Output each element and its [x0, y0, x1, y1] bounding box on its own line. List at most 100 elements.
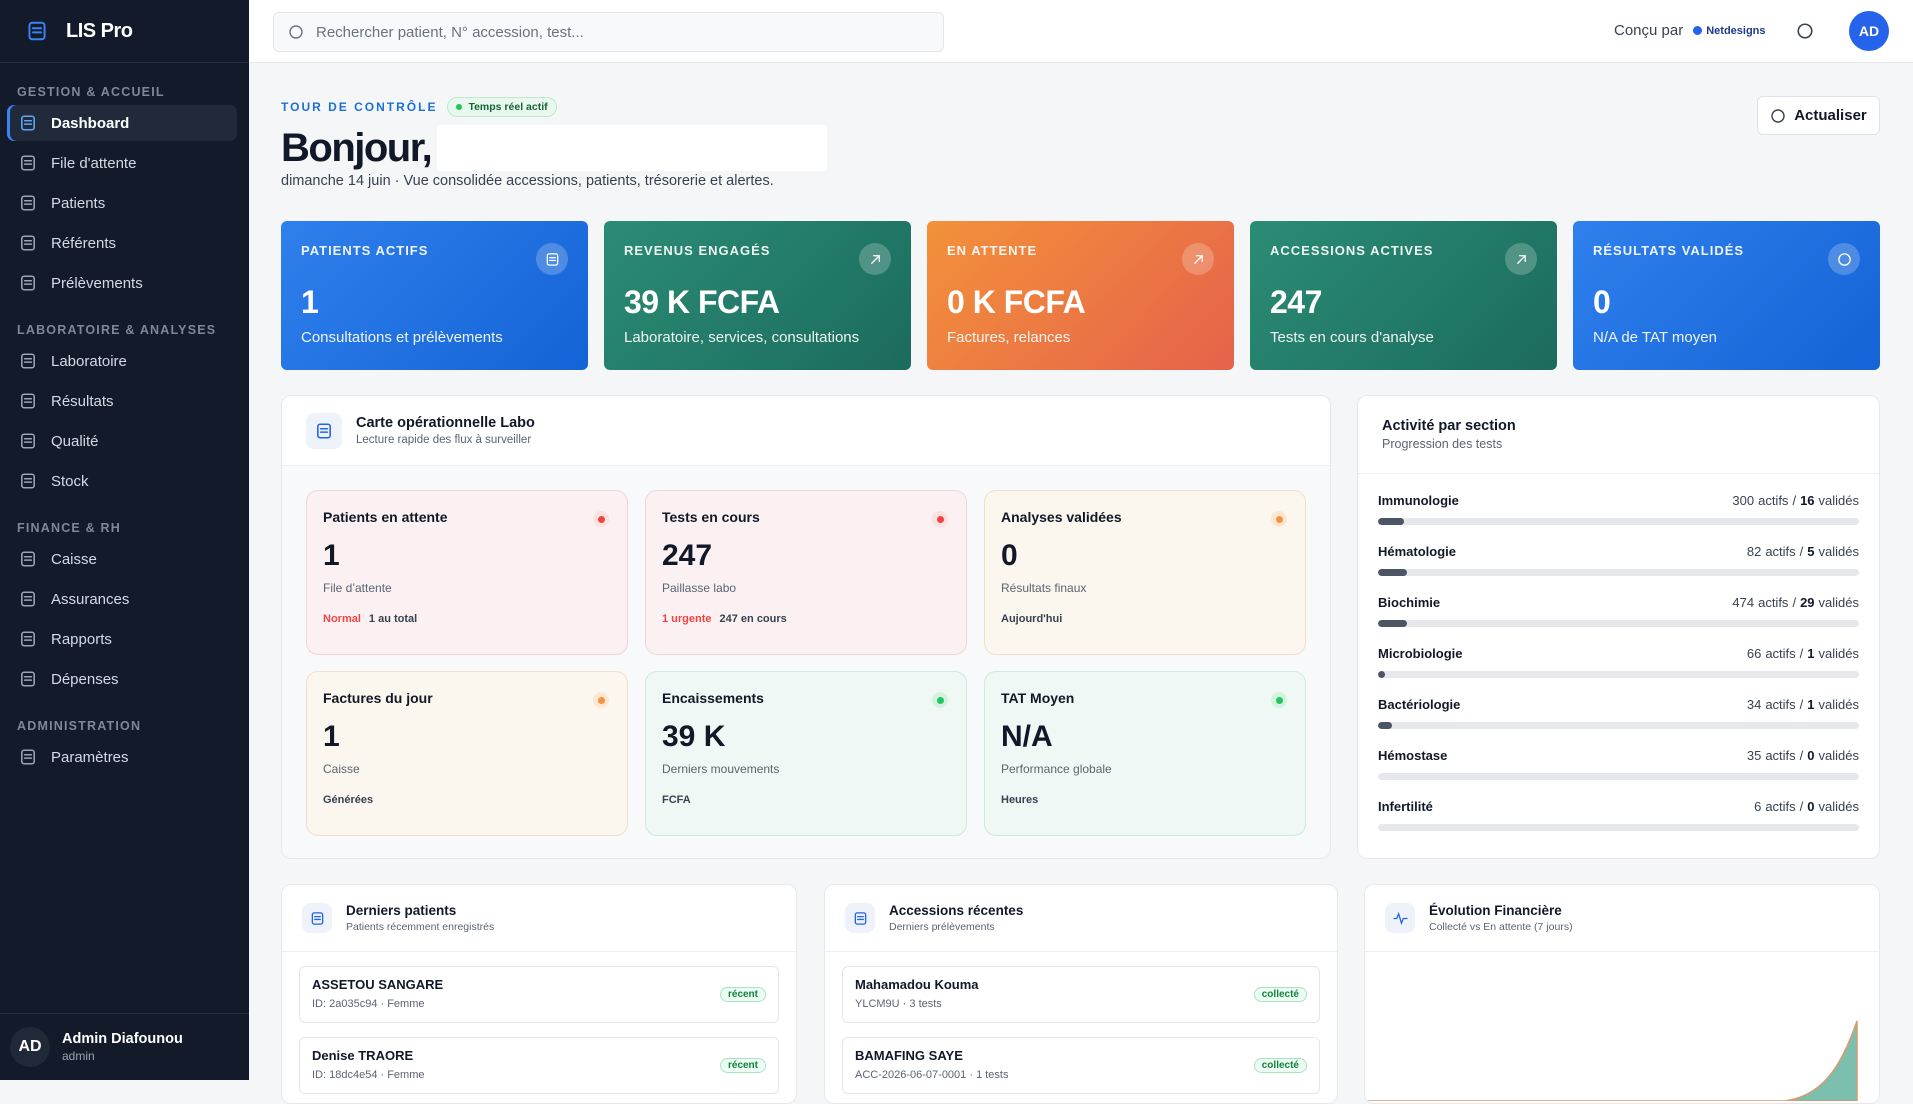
- list-subtitle: Derniers prélèvements: [889, 921, 995, 933]
- nav-item[interactable]: Stock: [7, 463, 237, 499]
- refresh-button[interactable]: Actualiser: [1757, 96, 1880, 135]
- progress-fill: [1378, 569, 1408, 576]
- list-title: Derniers patients: [346, 903, 457, 918]
- icon-shape: [23, 595, 33, 601]
- kpi-caption: Factures, relances: [947, 329, 1071, 346]
- progress-track: [1378, 671, 1859, 678]
- valid-label: validés: [1818, 748, 1859, 763]
- ops-card-caption: Derniers mouvements: [662, 762, 780, 776]
- section-valid: 1: [1807, 697, 1815, 712]
- trend-area: [1365, 1020, 1858, 1101]
- user-info: Admin Diafounou admin: [62, 1031, 183, 1063]
- ops-panel: Carte opérationnelle Labo Lecture rapide …: [281, 395, 1331, 859]
- ops-card-value: 247: [662, 539, 713, 572]
- header: TOUR DE CONTRÔLE Temps réel actif Bonjour,…: [281, 97, 828, 189]
- icon-shape: [21, 473, 35, 489]
- kpi-label: RÉSULTATS VALIDÉS: [1593, 243, 1745, 258]
- icon: [21, 671, 35, 687]
- kpi-label: EN ATTENTE: [947, 243, 1038, 258]
- icon-shape: [319, 427, 329, 433]
- progress-track: [1378, 620, 1859, 627]
- nav-item[interactable]: Laboratoire: [7, 343, 237, 379]
- valid-label: validés: [1818, 697, 1859, 712]
- active-label: actifs: [1758, 493, 1789, 508]
- section-active: 82: [1746, 544, 1762, 559]
- list-item[interactable]: BAMAFING SAYE ACC-2026-06-07-0001 · 1 tes…: [842, 1037, 1320, 1094]
- ops-subtitle: Lecture rapide des flux à surveiller: [356, 434, 532, 446]
- list-icon: [845, 903, 875, 933]
- nav-label: File d'attente: [51, 154, 137, 172]
- ops-card-footer: Normal 1 au total: [323, 613, 611, 625]
- kpi-caption: N/A de TAT moyen: [1593, 329, 1717, 346]
- topbar: Rechercher patient, N° accession, test..…: [249, 0, 1913, 63]
- nav-label: Dashboard: [51, 114, 130, 132]
- valid-label: validés: [1818, 544, 1859, 559]
- ops-card-caption: File d’attente: [323, 581, 392, 595]
- nav-item[interactable]: Caisse: [7, 541, 237, 577]
- search[interactable]: Rechercher patient, N° accession, test..…: [273, 12, 944, 52]
- credit-brand: Netdesigns: [1693, 25, 1766, 37]
- valid-label: validés: [1818, 595, 1859, 610]
- nav-item[interactable]: File d'attente: [7, 145, 237, 181]
- ops-card-value: 1: [323, 539, 340, 572]
- activity-panel: Activité par section Progression des test…: [1357, 395, 1880, 859]
- nav-heading: LABORATOIRE & ANALYSES: [17, 323, 217, 337]
- list-item[interactable]: Denise TRAORE ID: 18dc4e54 · Femme récent: [299, 1037, 779, 1094]
- ops-card-title: Tests en cours: [662, 509, 760, 525]
- nav-item[interactable]: Résultats: [7, 383, 237, 419]
- ops-card-caption: Caisse: [323, 762, 360, 776]
- section-counts: 82 actifs/5 validés: [1747, 544, 1859, 559]
- refresh-label: Actualiser: [1794, 107, 1867, 124]
- nav-item[interactable]: Patients: [7, 185, 237, 221]
- nav-item[interactable]: Référents: [7, 225, 237, 261]
- nav-item[interactable]: Assurances: [7, 581, 237, 617]
- section-row-head: Hématologie 82 actifs/5 validés: [1378, 544, 1859, 559]
- icon-shape: [23, 753, 33, 759]
- separator: /: [1799, 697, 1804, 712]
- nav-item[interactable]: Dashboard: [7, 105, 237, 141]
- icon-shape: [548, 256, 556, 261]
- icon-shape: [23, 199, 33, 205]
- avatar[interactable]: AD: [1849, 11, 1889, 51]
- list-item[interactable]: Mahamadou Kouma YLCM9U · 3 tests collecté: [842, 966, 1320, 1023]
- user[interactable]: AD Admin Diafounou admin: [0, 1013, 249, 1080]
- nav-label: Assurances: [51, 590, 130, 608]
- nav-label: Rapports: [51, 630, 112, 648]
- bell[interactable]: [1796, 22, 1814, 45]
- status-dot: [1271, 692, 1287, 708]
- section-row: Hématologie 82 actifs/5 validés: [1378, 544, 1859, 576]
- progress-track: [1378, 773, 1859, 780]
- section-valid: 0: [1807, 799, 1815, 814]
- status-dot: [1271, 511, 1287, 527]
- nav-label: Patients: [51, 194, 106, 212]
- list-panel: Derniers patients Patients récemment enre…: [281, 884, 797, 1104]
- nav-item[interactable]: Paramètres: [7, 739, 237, 775]
- icon-shape: [23, 119, 33, 125]
- section-valid: 1: [1807, 646, 1815, 661]
- ops-icon: [306, 412, 342, 449]
- list-item[interactable]: ASSETOU SANGARE ID: 2a035c94 · Femme récen…: [299, 966, 779, 1023]
- ops-card-note: Aujourd'hui: [1001, 613, 1063, 625]
- separator: /: [1792, 493, 1797, 508]
- nav-item[interactable]: Dépenses: [7, 661, 237, 697]
- ops-card-value: 1: [323, 720, 340, 753]
- ops-card: Factures du jour 1 Caisse Générées: [306, 671, 628, 836]
- kpi-value: 39 K FCFA: [624, 284, 780, 320]
- kpi-caption: Tests en cours d'analyse: [1270, 329, 1434, 346]
- nav-label: Stock: [51, 472, 89, 490]
- nav-item[interactable]: Rapports: [7, 621, 237, 657]
- nav-item[interactable]: Prélèvements: [7, 265, 237, 301]
- icon: [317, 422, 331, 439]
- icon: [1516, 254, 1526, 264]
- nav-item[interactable]: Qualité: [7, 423, 237, 459]
- active-label: actifs: [1758, 595, 1789, 610]
- section-name: Immunologie: [1378, 493, 1459, 508]
- progress-fill: [1378, 722, 1393, 729]
- activity-title: Activité par section: [1382, 418, 1516, 434]
- icon-shape: [289, 25, 303, 39]
- list-icon: [1385, 903, 1415, 933]
- icon: [1771, 108, 1785, 123]
- nav-label: Qualité: [51, 432, 99, 450]
- section-valid: 5: [1807, 544, 1815, 559]
- nav-heading: ADMINISTRATION: [17, 719, 142, 733]
